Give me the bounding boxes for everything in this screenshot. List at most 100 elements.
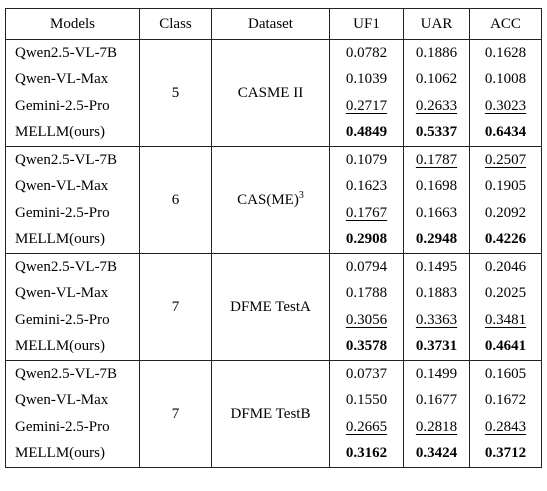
uf1-cell: 0.3056 — [329, 307, 404, 334]
uf1-value: 0.3056 — [345, 311, 388, 328]
model-cell: Qwen-VL-Max — [5, 173, 140, 200]
uar-cell: 0.1883 — [403, 280, 470, 307]
table-row: Qwen-VL-Max 0.1788 0.1883 0.2025 — [5, 280, 542, 307]
uar-value: 0.1698 — [415, 178, 458, 195]
uf1-cell: 0.2908 — [329, 226, 404, 254]
uar-cell: 0.3731 — [403, 333, 470, 361]
uf1-value: 0.4849 — [345, 124, 388, 141]
uf1-cell: 0.3162 — [329, 440, 404, 468]
uf1-cell: 0.1767 — [329, 200, 404, 227]
uf1-cell: 0.1079 — [329, 146, 404, 174]
uar-value: 0.2948 — [415, 231, 458, 248]
acc-value: 0.1605 — [484, 365, 527, 382]
dataset-cell: DFME TestA — [211, 253, 330, 361]
acc-cell: 0.4641 — [469, 333, 542, 361]
table-row: MELLM(ours) 0.2908 0.2948 0.4226 — [5, 226, 542, 254]
uar-cell: 0.1787 — [403, 146, 470, 174]
uar-cell: 0.1499 — [403, 360, 470, 388]
acc-value: 0.3481 — [484, 311, 527, 328]
uar-value: 0.1499 — [415, 365, 458, 382]
acc-cell: 0.2507 — [469, 146, 542, 174]
class-cell: 7 — [139, 253, 212, 361]
uar-value: 0.5337 — [415, 124, 458, 141]
acc-cell: 0.3712 — [469, 440, 542, 468]
uf1-value: 0.1623 — [345, 178, 388, 195]
acc-value: 0.2092 — [484, 204, 527, 221]
acc-value: 0.1628 — [484, 44, 527, 61]
table-row: Qwen2.5-VL-7B 7 DFME TestA 0.0794 0.1495 0.20… — [5, 253, 542, 361]
uar-value: 0.1886 — [415, 44, 458, 61]
class-cell: 7 — [139, 360, 212, 468]
model-cell: Qwen2.5-VL-7B — [5, 146, 140, 174]
class-cell: 5 — [139, 39, 212, 147]
dataset-name: DFME TestB — [230, 405, 311, 422]
acc-cell: 0.2843 — [469, 414, 542, 441]
uar-value: 0.3363 — [415, 311, 458, 328]
table-row: Qwen2.5-VL-7B 5 CASME II 0.0782 0.1886 0.1628 — [5, 39, 542, 147]
uf1-value: 0.1767 — [345, 204, 388, 221]
uf1-cell: 0.4849 — [329, 119, 404, 147]
uf1-value: 0.1079 — [345, 151, 388, 168]
uar-value: 0.1495 — [415, 258, 458, 275]
uf1-value: 0.1550 — [345, 392, 388, 409]
acc-cell: 0.4226 — [469, 226, 542, 254]
model-cell: Gemini-2.5-Pro — [5, 414, 140, 441]
header-row: Models Class Dataset UF1 UAR ACC — [5, 8, 542, 40]
model-cell: Qwen2.5-VL-7B — [5, 39, 140, 67]
acc-value: 0.3712 — [484, 445, 527, 462]
uar-cell: 0.1886 — [403, 39, 470, 67]
acc-cell: 0.1628 — [469, 39, 542, 67]
acc-cell: 0.2025 — [469, 280, 542, 307]
uf1-cell: 0.1550 — [329, 387, 404, 414]
header-dataset: Dataset — [211, 8, 330, 40]
dataset-cell: DFME TestB — [211, 360, 330, 468]
model-cell: MELLM(ours) — [5, 119, 140, 147]
uar-cell: 0.3424 — [403, 440, 470, 468]
dataset-name: CAS(ME) — [237, 191, 299, 208]
model-cell: MELLM(ours) — [5, 333, 140, 361]
uar-cell: 0.2818 — [403, 414, 470, 441]
acc-value: 0.1008 — [484, 71, 527, 88]
table-header: Models Class Dataset UF1 UAR ACC — [5, 8, 542, 40]
acc-cell: 0.3023 — [469, 93, 542, 120]
uf1-value: 0.2717 — [345, 97, 388, 114]
uf1-value: 0.2908 — [345, 231, 388, 248]
uar-value: 0.2633 — [415, 97, 458, 114]
dataset-cell: CAS(ME)3 — [211, 146, 330, 254]
model-cell: Gemini-2.5-Pro — [5, 307, 140, 334]
acc-cell: 0.6434 — [469, 119, 542, 147]
uf1-cell: 0.0737 — [329, 360, 404, 388]
model-cell: MELLM(ours) — [5, 440, 140, 468]
uf1-cell: 0.0794 — [329, 253, 404, 281]
uar-value: 0.1883 — [415, 285, 458, 302]
table-row: Gemini-2.5-Pro 0.2717 0.2633 0.3023 — [5, 93, 542, 120]
uar-cell: 0.5337 — [403, 119, 470, 147]
acc-cell: 0.1008 — [469, 66, 542, 93]
dataset-name: CASME II — [237, 84, 304, 101]
uar-value: 0.1677 — [415, 392, 458, 409]
uf1-value: 0.0782 — [345, 44, 388, 61]
uar-value: 0.1663 — [415, 204, 458, 221]
table-row: Qwen2.5-VL-7B 6 CAS(ME)3 0.1079 0.1787 0.2507 — [5, 146, 542, 254]
acc-value: 0.2046 — [484, 258, 527, 275]
acc-value: 0.1905 — [484, 178, 527, 195]
model-cell: Qwen-VL-Max — [5, 66, 140, 93]
acc-cell: 0.2046 — [469, 253, 542, 281]
table-row: Qwen-VL-Max 0.1623 0.1698 0.1905 — [5, 173, 542, 200]
uf1-cell: 0.1039 — [329, 66, 404, 93]
uf1-cell: 0.1788 — [329, 280, 404, 307]
model-cell: MELLM(ours) — [5, 226, 140, 254]
acc-value: 0.1672 — [484, 392, 527, 409]
header-class: Class — [139, 8, 212, 40]
results-table: Models Class Dataset UF1 UAR ACC Qwen2.5… — [5, 8, 542, 468]
acc-cell: 0.1905 — [469, 173, 542, 200]
model-cell: Gemini-2.5-Pro — [5, 200, 140, 227]
uf1-cell: 0.0782 — [329, 39, 404, 67]
table-body: Qwen2.5-VL-7B 5 CASME II 0.0782 0.1886 0.1628… — [5, 39, 542, 468]
table-row: Qwen2.5-VL-7B 7 DFME TestB 0.0737 0.1499 0.16… — [5, 360, 542, 468]
uar-value: 0.3424 — [415, 445, 458, 462]
uf1-value: 0.3162 — [345, 445, 388, 462]
uar-cell: 0.1062 — [403, 66, 470, 93]
acc-value: 0.2025 — [484, 285, 527, 302]
acc-value: 0.2843 — [484, 418, 527, 435]
